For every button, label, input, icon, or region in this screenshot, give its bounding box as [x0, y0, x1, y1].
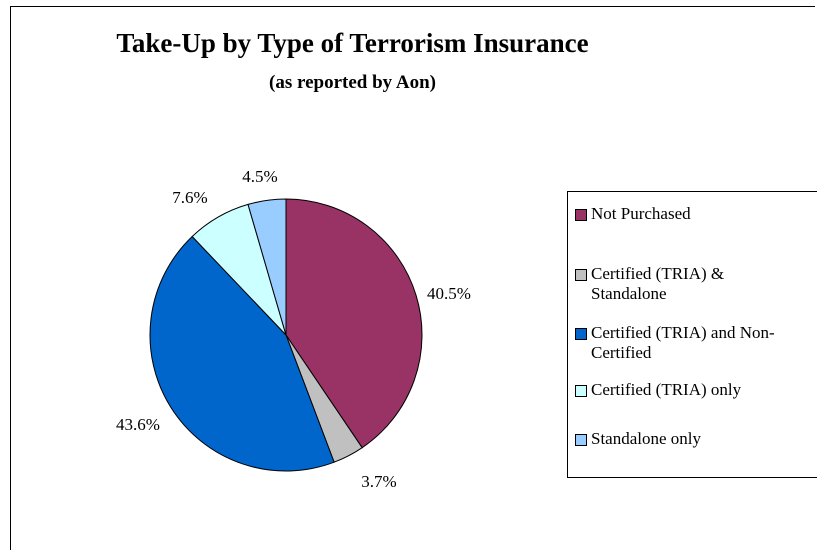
legend-item-standalone-only: Standalone only: [575, 429, 817, 449]
pie-slice: [285, 198, 423, 449]
legend-swatch: [575, 385, 587, 397]
legend-swatch: [575, 209, 587, 221]
pie-slice: [247, 198, 287, 336]
legend-label: Standalone only: [591, 429, 702, 448]
legend-label-line2: Certified: [591, 343, 652, 362]
legend-label-line2: Standalone: [591, 284, 667, 303]
slice-data-label: 4.5%: [242, 167, 277, 186]
legend-label: Certified (TRIA) only: [591, 380, 742, 399]
legend-item-certified-only: Certified (TRIA) only: [575, 380, 817, 400]
legend-swatch: [575, 269, 587, 281]
chart-subtitle: (as reported by Aon): [269, 72, 436, 93]
slice-data-label: 40.5%: [427, 284, 471, 303]
legend-swatch: [575, 434, 587, 446]
pie-slice: [149, 235, 335, 472]
slice-data-label: 3.7%: [361, 472, 396, 491]
slice-data-label: 43.6%: [116, 415, 160, 434]
chart-title: Take-Up by Type of Terrorism Insurance: [116, 28, 589, 58]
legend-swatch: [575, 328, 587, 340]
legend-item-not-purchased: Not Purchased: [575, 204, 817, 224]
slice-data-label: 7.6%: [172, 188, 207, 207]
legend-item-certified-and-non-certified: Certified (TRIA) and Non- Certified: [575, 323, 817, 363]
legend-label: Not Purchased: [591, 204, 691, 223]
legend-label: Certified (TRIA) and Non-: [591, 323, 775, 342]
legend-item-certified-and-standalone: Certified (TRIA) & Standalone: [575, 264, 817, 304]
legend-label: Certified (TRIA) &: [591, 264, 725, 283]
legend: Not Purchased Certified (TRIA) & Standalo…: [567, 191, 817, 478]
